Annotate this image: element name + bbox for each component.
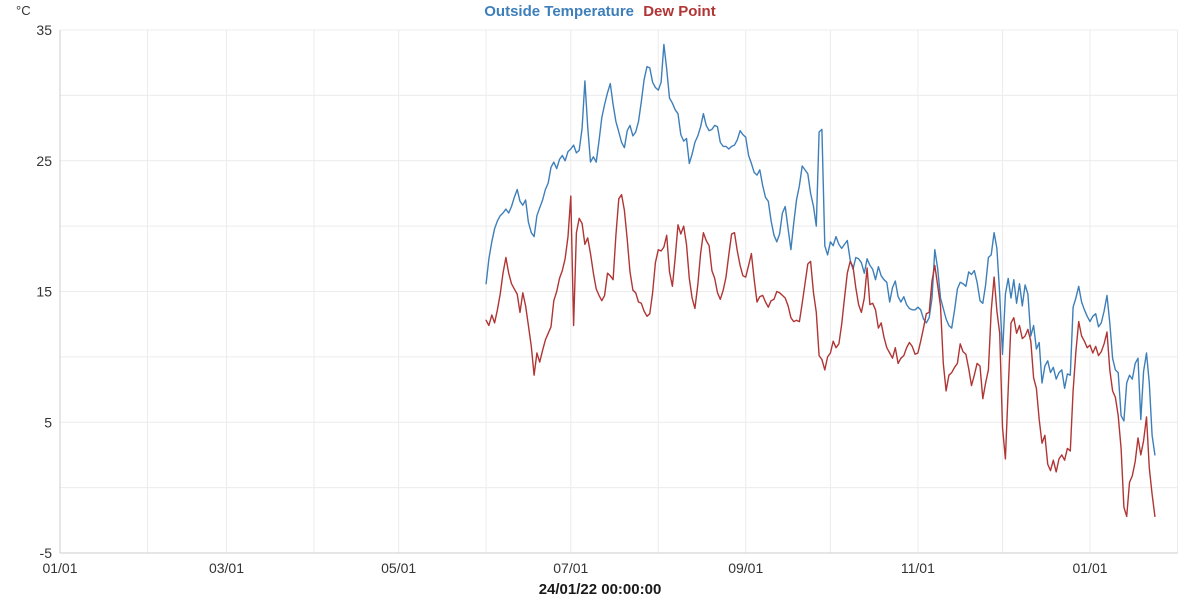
x-tick-label: 01/01 (42, 560, 77, 576)
legend-item-outside-temperature[interactable]: Outside Temperature (484, 3, 635, 20)
x-tick-label: 09/01 (728, 560, 763, 576)
y-tick-label: 15 (36, 284, 52, 300)
x-tick-label: 07/01 (553, 560, 588, 576)
series-line-outside-temperature[interactable] (485, 43, 1156, 456)
x-tick-label: 03/01 (209, 560, 244, 576)
y-tick-label: 35 (36, 22, 52, 38)
legend-item-dew-point[interactable]: Dew Point (643, 3, 716, 20)
y-axis-unit-label: °C (16, 3, 31, 18)
y-tick-label: 25 (36, 153, 52, 169)
current-datetime-label: 24/01/22 00:00:00 (538, 581, 662, 598)
series-line-dew-point[interactable] (485, 193, 1156, 518)
y-tick-label: -5 (40, 545, 53, 561)
x-tick-label: 05/01 (381, 560, 416, 576)
chart-legend: Outside Temperature Dew Point (0, 3, 1200, 20)
y-tick-label: 5 (44, 414, 52, 430)
x-tick-label: 01/01 (1072, 560, 1107, 576)
x-tick-label: 11/01 (901, 560, 935, 576)
